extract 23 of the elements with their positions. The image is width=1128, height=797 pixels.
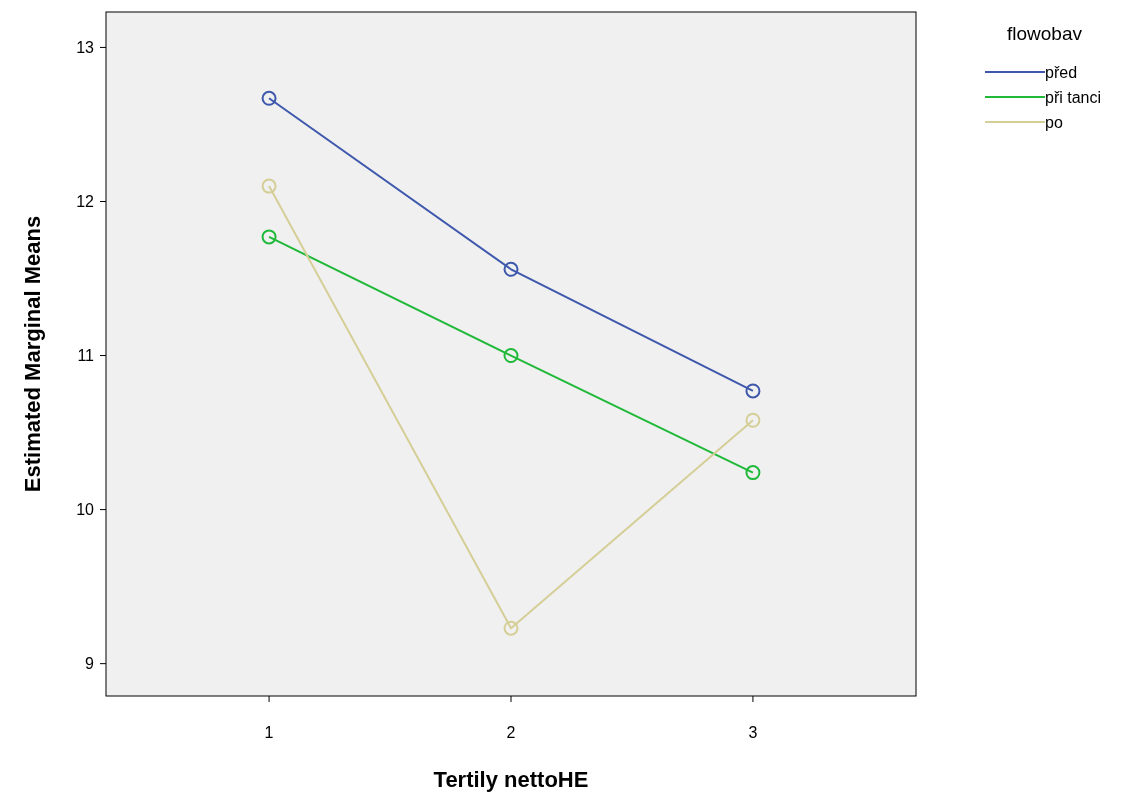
point — [503, 620, 519, 636]
legend-title: flowobav — [1007, 23, 1083, 44]
point — [261, 178, 277, 194]
point — [745, 383, 761, 399]
y-tick-label: 9 — [85, 655, 95, 673]
x-axis-title: Tertily nettoHE — [433, 767, 589, 792]
legend-label: po — [1045, 113, 1063, 131]
point — [261, 229, 277, 245]
y-tick-label: 10 — [76, 501, 95, 519]
y-tick-label: 11 — [77, 347, 95, 365]
y-tick-label: 12 — [76, 193, 95, 211]
point — [745, 465, 761, 481]
x-tick-label: 1 — [264, 724, 274, 741]
legend-label: před — [1045, 63, 1078, 81]
point — [261, 90, 277, 106]
y-tick-label: 13 — [76, 39, 95, 57]
y-axis-title: Estimated Marginal Means — [20, 215, 45, 493]
point — [745, 412, 761, 428]
point — [503, 261, 519, 277]
point — [503, 348, 519, 364]
x-tick-label: 2 — [506, 724, 516, 741]
legend-label: při tanci — [1045, 88, 1102, 106]
x-tick-label: 3 — [748, 724, 758, 741]
